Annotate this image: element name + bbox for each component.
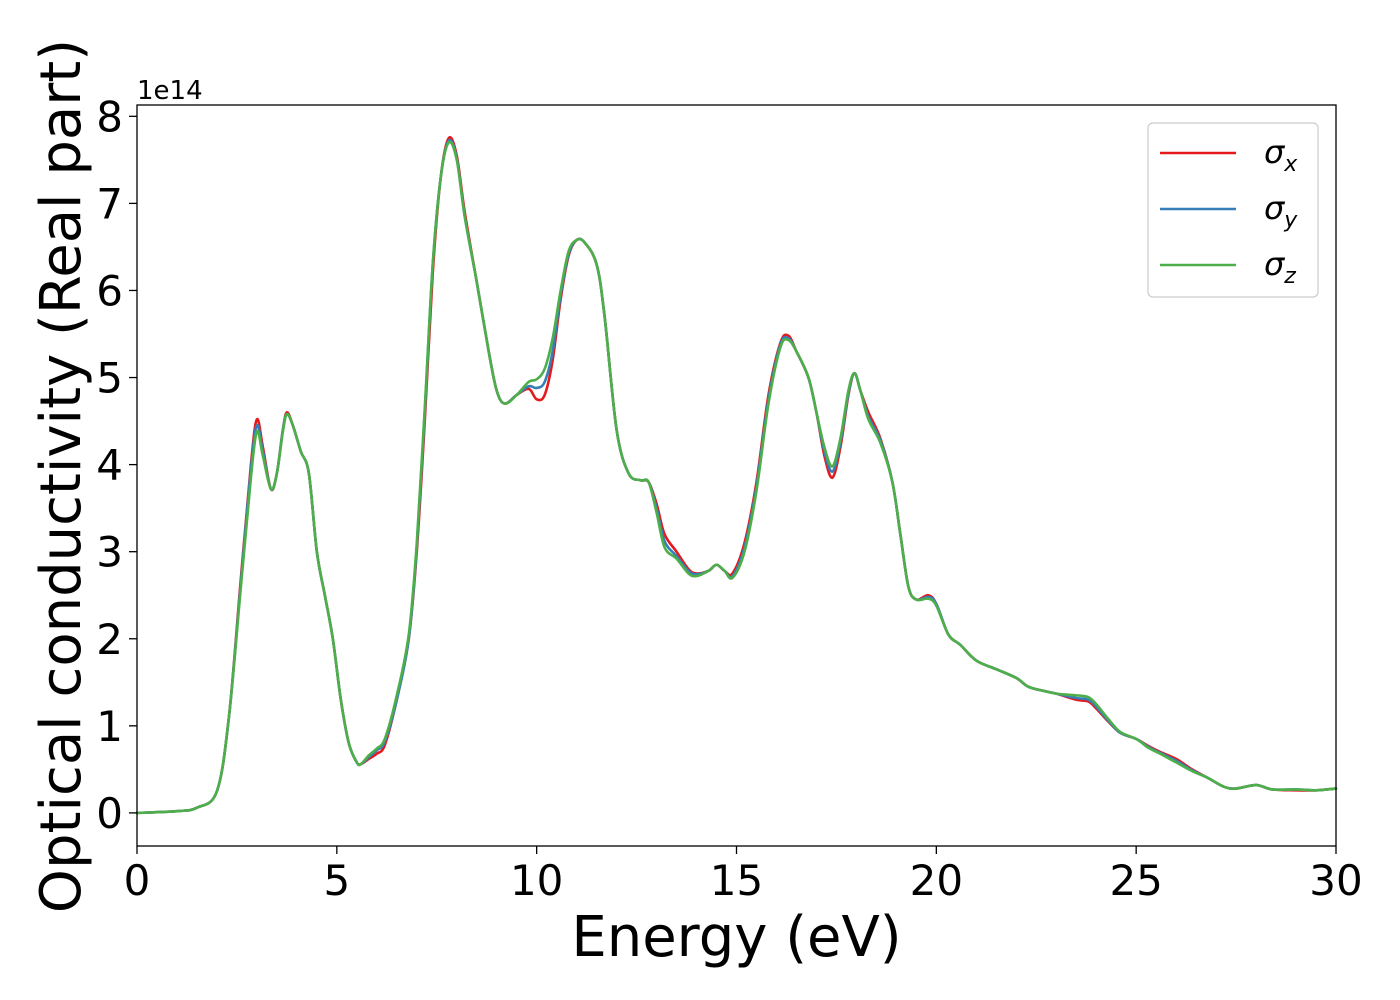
- y-tick-label: 0: [96, 789, 123, 838]
- x-tick-label: 30: [1309, 856, 1362, 905]
- y-tick-label: 1: [96, 702, 123, 751]
- x-tick-label: 0: [124, 856, 151, 905]
- y-tick-label: 4: [96, 441, 123, 490]
- x-axis-title: Energy (eV): [571, 905, 901, 970]
- legend-label-z: σz: [1264, 245, 1296, 289]
- legend-label-subscript: z: [1283, 264, 1296, 289]
- series-line-z: [135, 140, 1338, 815]
- y-tick-label: 8: [96, 92, 123, 141]
- legend-label-symbol: σ: [1264, 189, 1286, 227]
- y-axis-offset-label: 1e14: [137, 76, 203, 106]
- x-tick-label: 15: [710, 856, 763, 905]
- x-tick-label: 25: [1109, 856, 1162, 905]
- y-tick-label: 6: [96, 266, 123, 315]
- y-axis-title: Optical conductivity (Real part): [29, 39, 94, 913]
- legend-label-subscript: y: [1283, 208, 1298, 233]
- legend-label-symbol: σ: [1264, 245, 1286, 283]
- y-tick-label: 2: [96, 615, 123, 664]
- legend-label-symbol: σ: [1264, 133, 1286, 171]
- legend-label-x: σx: [1264, 133, 1298, 177]
- x-tick-label: 10: [510, 856, 563, 905]
- y-tick-label: 7: [96, 179, 123, 228]
- y-axis-ticks: 0 1 2 3 4 5 6 7 8: [96, 92, 137, 838]
- x-tick-label: 20: [910, 856, 963, 905]
- y-tick-label: 3: [96, 528, 123, 577]
- x-axis-ticks: 0 5 10 15 20 25 30: [124, 846, 1363, 905]
- legend-label-y: σy: [1264, 189, 1298, 233]
- x-tick-label: 5: [323, 856, 350, 905]
- y-tick-label: 5: [96, 354, 123, 403]
- legend-label-subscript: x: [1283, 152, 1298, 177]
- series-layer: [135, 135, 1338, 815]
